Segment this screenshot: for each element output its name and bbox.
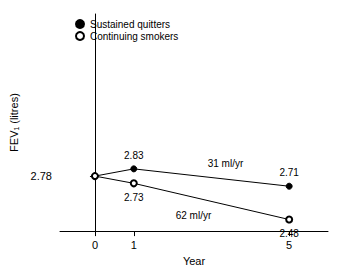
svg-text:Year: Year bbox=[183, 255, 206, 267]
svg-text:0: 0 bbox=[92, 239, 98, 251]
svg-text:2.78: 2.78 bbox=[31, 170, 52, 182]
svg-text:1: 1 bbox=[131, 239, 137, 251]
svg-text:FEV₁ (litres): FEV₁ (litres) bbox=[8, 93, 20, 152]
svg-text:31 ml/yr: 31 ml/yr bbox=[208, 158, 244, 169]
svg-text:2.73: 2.73 bbox=[124, 192, 144, 203]
svg-text:62 ml/yr: 62 ml/yr bbox=[176, 210, 212, 221]
svg-text:Continuing smokers: Continuing smokers bbox=[90, 31, 178, 42]
svg-text:5: 5 bbox=[286, 239, 292, 251]
svg-text:2.83: 2.83 bbox=[124, 150, 144, 161]
svg-text:Sustained quitters: Sustained quitters bbox=[90, 19, 170, 30]
svg-text:2.71: 2.71 bbox=[279, 167, 299, 178]
svg-text:2.48: 2.48 bbox=[279, 228, 299, 239]
